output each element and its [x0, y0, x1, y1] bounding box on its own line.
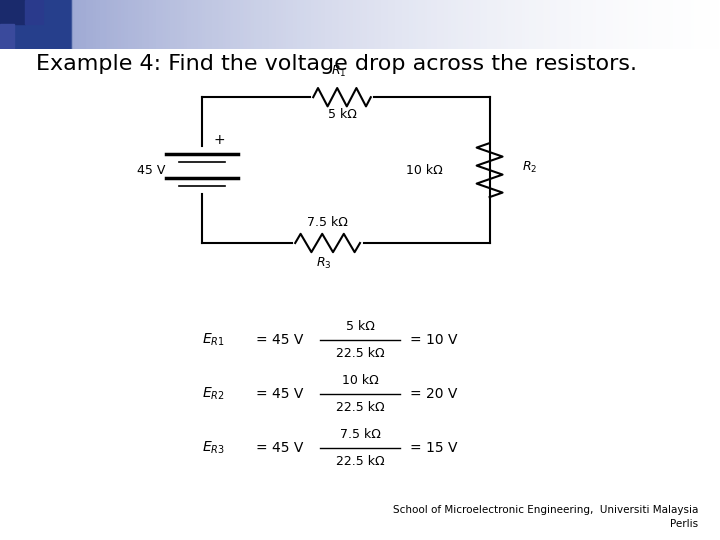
Text: +: + — [214, 133, 225, 147]
Text: $R_3$: $R_3$ — [316, 256, 332, 271]
Text: 10 kΩ: 10 kΩ — [341, 374, 379, 387]
Text: $E_{R3}$: $E_{R3}$ — [202, 440, 225, 456]
Bar — [0, 0, 25, 24]
Bar — [0, 24, 14, 49]
Text: School of Microelectronic Engineering,  Universiti Malaysia
Perlis: School of Microelectronic Engineering, U… — [393, 505, 698, 529]
Text: $R_2$: $R_2$ — [522, 160, 537, 175]
Text: 5 kΩ: 5 kΩ — [328, 108, 356, 121]
Text: 5 kΩ: 5 kΩ — [346, 320, 374, 333]
Text: = 45 V: = 45 V — [256, 333, 303, 347]
Text: = 10 V: = 10 V — [410, 333, 458, 347]
Text: 7.5 kΩ: 7.5 kΩ — [340, 428, 380, 441]
Text: $R_1$: $R_1$ — [330, 64, 346, 79]
Text: 45 V: 45 V — [137, 164, 166, 177]
Bar — [25, 0, 43, 24]
Text: = 20 V: = 20 V — [410, 387, 458, 401]
Text: $E_{R1}$: $E_{R1}$ — [202, 332, 225, 348]
Text: = 45 V: = 45 V — [256, 441, 303, 455]
Text: 22.5 kΩ: 22.5 kΩ — [336, 401, 384, 414]
Text: 22.5 kΩ: 22.5 kΩ — [336, 347, 384, 360]
Text: 22.5 kΩ: 22.5 kΩ — [336, 455, 384, 468]
Text: = 45 V: = 45 V — [256, 387, 303, 401]
Text: 7.5 kΩ: 7.5 kΩ — [307, 216, 348, 229]
Text: Example 4: Find the voltage drop across the resistors.: Example 4: Find the voltage drop across … — [36, 54, 637, 74]
Text: = 15 V: = 15 V — [410, 441, 458, 455]
Text: 10 kΩ: 10 kΩ — [406, 164, 443, 177]
Text: $E_{R2}$: $E_{R2}$ — [202, 386, 225, 402]
